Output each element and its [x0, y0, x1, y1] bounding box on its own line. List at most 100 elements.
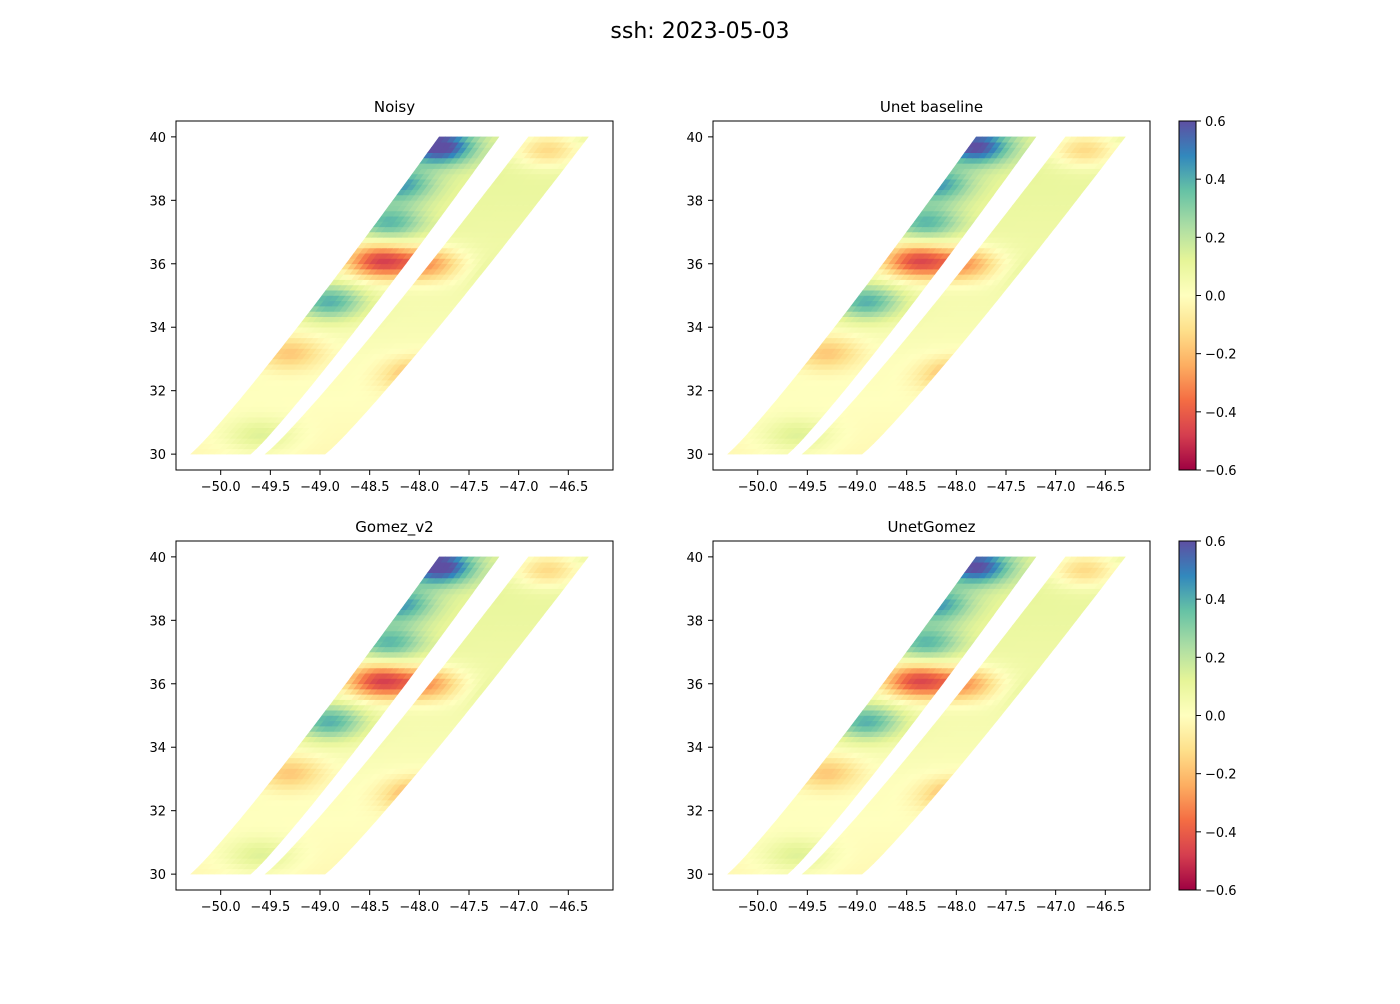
ssh-cell — [1114, 136, 1126, 143]
subplot-2: Unet baseline −50.0 −49.5 −49.0 −48.5 −48.0 −4… — [686, 98, 1151, 495]
y-tick-label: 38 — [686, 194, 703, 209]
swath-1 — [190, 556, 500, 875]
x-tick-label: −49.0 — [300, 900, 340, 915]
swath-2 — [801, 556, 1126, 875]
ssh-field — [190, 136, 589, 455]
ssh-cell — [1025, 556, 1037, 563]
y-tick-label: 40 — [686, 551, 703, 566]
subplot-title: Unet baseline — [880, 98, 983, 116]
y-tick-label: 36 — [686, 258, 703, 273]
x-tick-label: −49.0 — [837, 900, 877, 915]
x-tick-label: −50.0 — [738, 480, 778, 495]
colorbar-tick-label: −0.2 — [1205, 348, 1237, 363]
x-tick-label: −46.5 — [1085, 480, 1125, 495]
subplot-4: UnetGomez−50.0 −49.5 −49.0 −48.5 −48.0 −47.5−… — [686, 518, 1151, 915]
x-tick-label: −48.0 — [936, 480, 976, 495]
axes-frame — [175, 540, 614, 891]
y-tick-label: 32 — [686, 385, 703, 400]
y-tick-label: 40 — [149, 551, 166, 566]
y-tick-label: 38 — [686, 614, 703, 629]
x-tick-label: −48.5 — [350, 900, 390, 915]
y-tick-label: 30 — [149, 868, 166, 883]
x-tick-label: −50.0 — [201, 900, 241, 915]
colorbar-tick-label: −0.4 — [1205, 406, 1237, 421]
x-tick-label: −47.5 — [986, 480, 1026, 495]
ssh-field — [190, 556, 589, 875]
axes-frame — [712, 540, 1151, 891]
x-tick-label: −48.0 — [399, 480, 439, 495]
subplot-title: Noisy — [374, 98, 415, 116]
y-tick-label: 30 — [686, 868, 703, 883]
y-tick-label: 36 — [149, 678, 166, 693]
x-tick-label: −49.5 — [787, 900, 827, 915]
y-tick-label: 32 — [686, 805, 703, 820]
y-tick-label: 40 — [149, 131, 166, 146]
axes-frame — [175, 120, 614, 471]
x-tick-label: −47.0 — [499, 900, 539, 915]
x-tick-label: −48.0 — [399, 900, 439, 915]
swath-2 — [264, 136, 589, 455]
x-tick-label: −48.0 — [936, 900, 976, 915]
y-tick-label: 34 — [686, 321, 703, 336]
colorbar-tick-label: 0.2 — [1205, 231, 1226, 246]
ssh-cell — [488, 136, 500, 143]
x-tick-label: −49.0 — [300, 480, 340, 495]
y-tick-label: 34 — [686, 741, 703, 756]
colorbar-tick-label: 0.6 — [1205, 115, 1226, 130]
axes-frame — [712, 120, 1151, 471]
colorbar-tick-label: −0.6 — [1205, 884, 1237, 899]
colorbar-tick-label: 0.0 — [1205, 290, 1226, 305]
x-tick-label: −47.5 — [986, 900, 1026, 915]
colorbar-tick-label: 0.4 — [1205, 173, 1226, 188]
x-tick-label: −49.5 — [787, 480, 827, 495]
x-tick-label: −47.5 — [449, 900, 489, 915]
x-tick-label: −49.0 — [837, 480, 877, 495]
x-tick-label: −49.5 — [250, 900, 290, 915]
subplot-3: Gomez_v2 −50.0 −49.5 −49.0 −48.5 −48.0 −47.5 −4… — [149, 518, 614, 915]
colorbar-tick-label: 0.2 — [1205, 651, 1226, 666]
colorbar-gradient — [1178, 540, 1197, 891]
x-tick-label: −48.5 — [887, 480, 927, 495]
y-tick-label: 34 — [149, 321, 166, 336]
ssh-cell — [488, 556, 500, 563]
colorbar-tick-label: 0.6 — [1205, 535, 1226, 550]
y-tick-label: 32 — [149, 805, 166, 820]
ssh-field — [727, 136, 1126, 455]
ssh-cell — [577, 136, 589, 143]
colorbar-gradient — [1178, 120, 1197, 471]
ssh-cell — [577, 556, 589, 563]
y-tick-label: 30 — [686, 448, 703, 463]
colorbar-tick-label: −0.2 — [1205, 768, 1237, 783]
y-tick-label: 38 — [149, 194, 166, 209]
subplot-title: Gomez_v2 — [355, 518, 433, 537]
x-tick-label: −47.0 — [499, 480, 539, 495]
y-tick-label: 36 — [149, 258, 166, 273]
x-tick-label: −50.0 — [201, 480, 241, 495]
subplot-grid: Noisy −50.0 −49.5 −49.0 −48.5 −48.0 −47.5 −47.0… — [149, 98, 1151, 915]
x-tick-label: −50.0 — [738, 900, 778, 915]
swath-2 — [264, 556, 589, 875]
x-tick-label: −47.5 — [449, 480, 489, 495]
subplot-title: UnetGomez — [887, 518, 975, 536]
x-tick-label: −46.5 — [548, 480, 588, 495]
ssh-cell — [1025, 136, 1037, 143]
ssh-cell — [1114, 556, 1126, 563]
x-tick-label: −49.5 — [250, 480, 290, 495]
x-tick-label: −47.0 — [1036, 480, 1076, 495]
x-tick-label: −46.5 — [1085, 900, 1125, 915]
swath-1 — [190, 136, 500, 455]
swath-1 — [727, 556, 1037, 875]
y-tick-label: 38 — [149, 614, 166, 629]
x-tick-label: −47.0 — [1036, 900, 1076, 915]
colorbar-tick-label: −0.6 — [1205, 464, 1237, 479]
colorbars: 0.6 0.4 0.2 0.0 −0.2 −0.4 −0.6 0.6 0.4 0.2 0.0 −0.2… — [1178, 115, 1237, 899]
swath-2 — [801, 136, 1126, 455]
colorbar-1: 0.6 0.4 0.2 0.0 −0.2 −0.4 −0.6 — [1178, 115, 1237, 479]
swath-1 — [727, 136, 1037, 455]
x-tick-label: −48.5 — [350, 480, 390, 495]
colorbar-tick-label: 0.0 — [1205, 710, 1226, 725]
figure-title: ssh: 2023-05-03 — [610, 19, 789, 44]
colorbar-tick-label: 0.4 — [1205, 593, 1226, 608]
colorbar-tick-label: −0.4 — [1205, 826, 1237, 841]
